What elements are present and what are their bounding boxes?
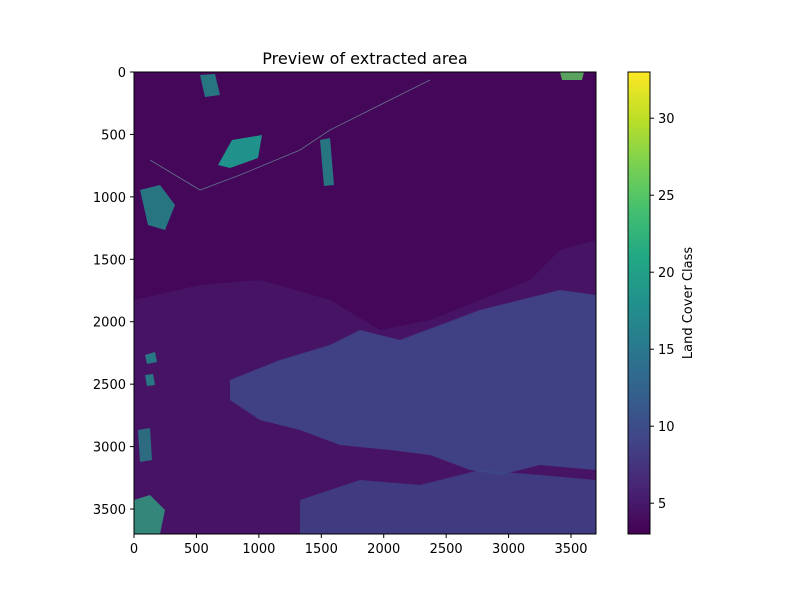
- green-patch: [138, 428, 152, 462]
- colorbar-axis: 5 10 15 20 25 30: [650, 112, 675, 512]
- plot-frame: [133, 71, 597, 535]
- colorbar-label: Land Cover Class: [681, 247, 696, 359]
- green-patch: [134, 495, 165, 534]
- x-tick-label: 1500: [305, 542, 338, 557]
- colorbar-tick-label: 25: [658, 189, 675, 204]
- x-tick-label: 1000: [242, 542, 275, 557]
- y-tick-label: 1500: [93, 253, 126, 268]
- y-tick-label: 500: [101, 128, 126, 143]
- green-patch: [145, 374, 155, 386]
- x-tick-label: 3000: [492, 542, 525, 557]
- colorbar-tick-label: 30: [658, 112, 675, 127]
- chart-title: Preview of extracted area: [262, 49, 467, 68]
- colorbar: [628, 72, 650, 534]
- y-tick-label: 1000: [93, 191, 126, 206]
- x-axis: 0 500 1000 1500 2000 2500 3000 3500: [130, 534, 588, 557]
- colorbar-tick-label: 10: [658, 420, 675, 435]
- x-tick-label: 0: [130, 542, 138, 557]
- green-patch: [145, 352, 157, 364]
- y-axis: 0 500 1000 1500 2000 2500 3000 3500: [93, 66, 134, 518]
- y-tick-label: 3500: [93, 503, 126, 518]
- green-patch: [140, 185, 175, 230]
- y-tick-label: 3000: [93, 441, 126, 456]
- x-tick-label: 500: [184, 542, 209, 557]
- road-line: [149, 79, 431, 191]
- green-patch: [320, 138, 334, 186]
- colorbar-tick-label: 20: [658, 266, 675, 281]
- x-tick-label: 2000: [367, 542, 400, 557]
- x-tick-label: 2500: [430, 542, 463, 557]
- colorbar-tick-label: 15: [658, 343, 675, 358]
- y-tick-label: 2500: [93, 378, 126, 393]
- mid-region: [230, 290, 596, 475]
- heatmap-image: [134, 72, 596, 534]
- colorbar-frame: [627, 71, 651, 535]
- green-patch: [200, 74, 220, 97]
- green-patch: [560, 72, 584, 80]
- x-tick-label: 3500: [554, 542, 587, 557]
- y-tick-label: 2000: [93, 316, 126, 331]
- green-patch: [218, 135, 262, 168]
- bottom-mid-region: [300, 470, 596, 534]
- y-tick-label: 0: [118, 66, 126, 81]
- colorbar-tick-label: 5: [658, 497, 666, 512]
